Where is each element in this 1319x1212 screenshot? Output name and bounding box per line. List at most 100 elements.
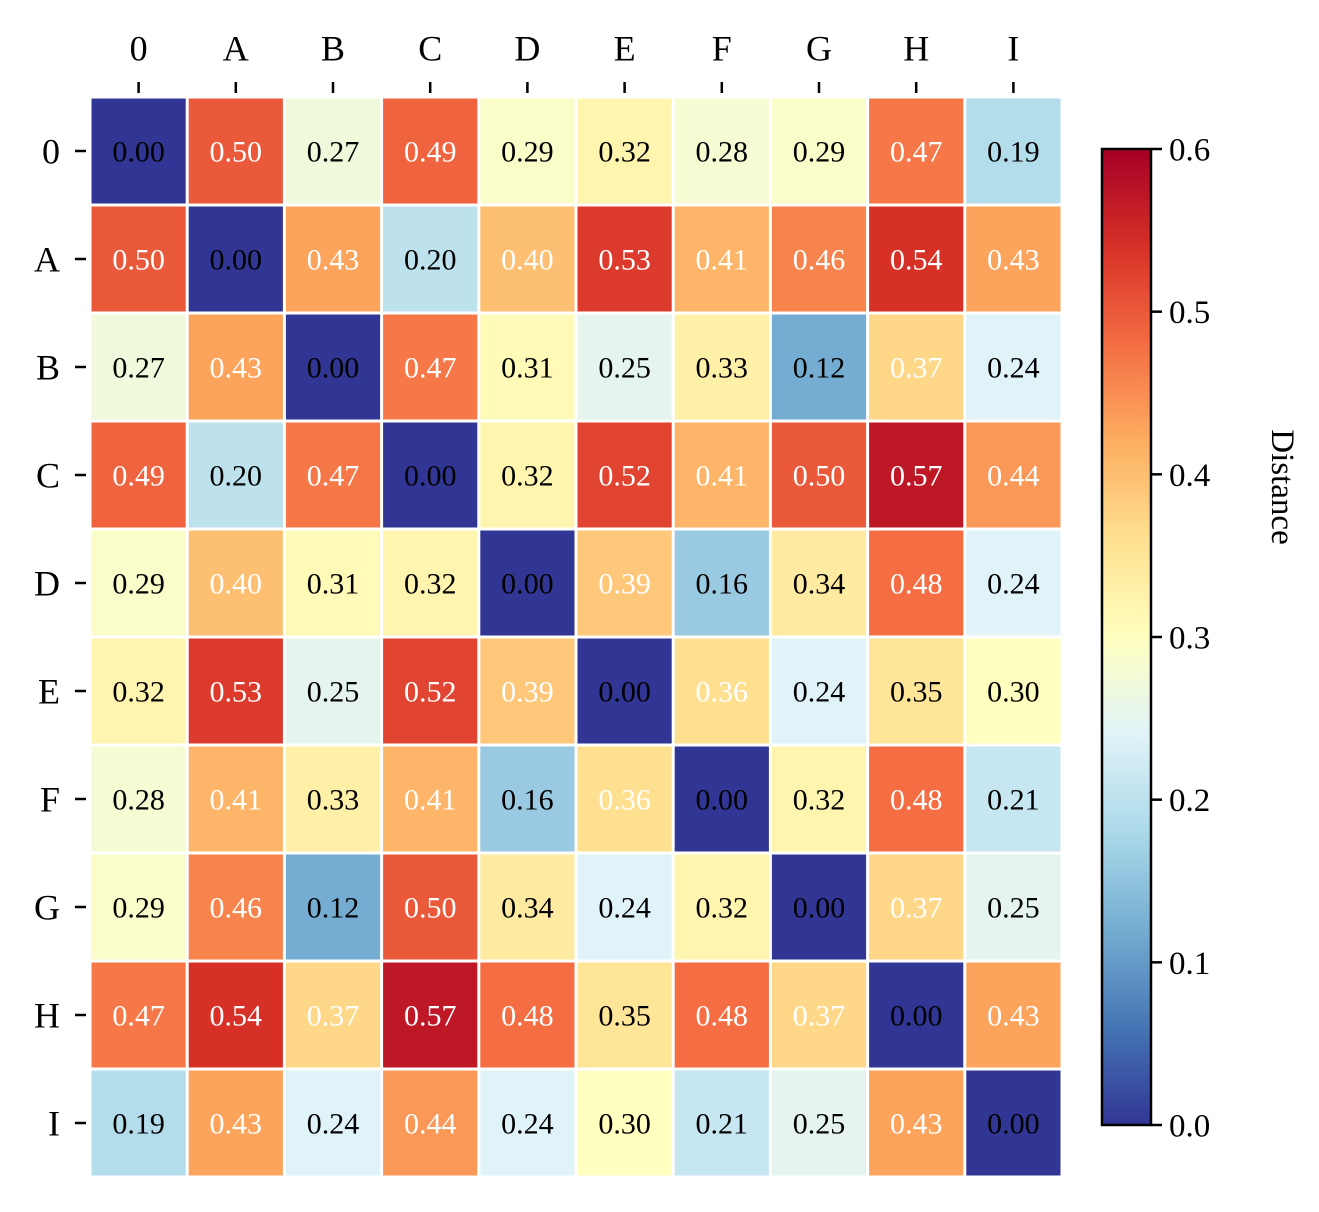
heatmap-cell	[869, 314, 964, 420]
x-tick-label: G	[806, 29, 832, 69]
heatmap-cell	[577, 638, 672, 744]
cell-value-label: 0.52	[404, 676, 457, 709]
cell-value-label: 0.00	[210, 244, 263, 277]
heatmap-cell	[480, 1070, 575, 1176]
cell-value-label: 0.32	[112, 676, 165, 709]
heatmap-cell	[480, 962, 575, 1068]
heatmap-cell	[91, 746, 186, 852]
heatmap-cell	[674, 638, 769, 744]
heatmap-cell	[771, 962, 867, 1068]
heatmap-cell	[383, 206, 478, 312]
cell-value-label: 0.50	[404, 892, 457, 925]
x-tick-label: A	[223, 29, 249, 69]
heatmap-cell	[674, 746, 769, 852]
heatmap-cell	[91, 962, 186, 1068]
colorbar-tick-label: 0.3	[1169, 621, 1210, 657]
cell-value-label: 0.29	[112, 568, 165, 601]
cell-value-label: 0.31	[501, 352, 554, 385]
heatmap-cell	[869, 854, 964, 960]
heatmap-cell	[480, 314, 575, 420]
cell-value-label: 0.37	[307, 1000, 360, 1033]
cell-value-label: 0.50	[793, 460, 846, 493]
heatmap-cell	[285, 314, 381, 420]
heatmap-cell	[91, 314, 186, 420]
heatmap-cell	[383, 638, 478, 744]
heatmap-cell	[869, 530, 964, 636]
heatmap-cell	[674, 422, 769, 528]
cell-value-label: 0.24	[987, 352, 1040, 385]
heatmap-cell	[577, 98, 672, 204]
colorbar-gradient-bar	[1100, 147, 1153, 1127]
heatmap-cell	[577, 206, 672, 312]
cell-value-label: 0.34	[793, 568, 846, 601]
heatmap-cell	[577, 422, 672, 528]
heatmap-cell	[188, 206, 283, 312]
heatmap-cell	[188, 530, 283, 636]
y-tick-label: A	[34, 240, 60, 280]
heatmap-cell	[383, 98, 478, 204]
cell-value-label: 0.20	[404, 244, 457, 277]
colorbar-tick-label: 0.2	[1169, 783, 1210, 819]
cell-value-label: 0.29	[112, 892, 165, 925]
cell-value-label: 0.48	[890, 568, 943, 601]
cell-value-label: 0.41	[696, 460, 749, 493]
cell-value-label: 0.25	[793, 1108, 846, 1141]
cell-value-label: 0.53	[210, 676, 263, 709]
heatmap-cell	[188, 638, 283, 744]
heatmap-cell	[285, 422, 381, 528]
cell-value-label: 0.30	[987, 676, 1040, 709]
x-tick-label: D	[514, 29, 540, 69]
x-tick-label: E	[614, 29, 636, 69]
cell-value-label: 0.40	[210, 568, 263, 601]
heatmap-cell	[480, 746, 575, 852]
cell-value-label: 0.43	[987, 244, 1040, 277]
cell-value-label: 0.46	[210, 892, 263, 925]
heatmap-cell	[188, 422, 283, 528]
heatmap-cell	[383, 746, 478, 852]
heatmap-cell	[771, 638, 867, 744]
heatmap-cell	[869, 1070, 964, 1176]
heatmap-cell	[771, 530, 867, 636]
cell-value-label: 0.47	[890, 136, 943, 169]
cell-value-label: 0.32	[598, 136, 651, 169]
cell-value-label: 0.00	[112, 136, 165, 169]
cell-value-label: 0.32	[696, 892, 749, 925]
heatmap-cell	[577, 854, 672, 960]
heatmap-cell	[188, 314, 283, 420]
cell-value-label: 0.30	[598, 1108, 651, 1141]
cell-value-label: 0.52	[598, 460, 651, 493]
cell-value-label: 0.39	[501, 676, 554, 709]
cell-value-label: 0.43	[307, 244, 360, 277]
cell-value-label: 0.16	[696, 568, 749, 601]
cell-value-label: 0.49	[112, 460, 165, 493]
cell-value-label: 0.28	[112, 784, 165, 817]
heatmap-cell	[674, 314, 769, 420]
heatmap-cell	[188, 746, 283, 852]
cell-value-label: 0.24	[598, 892, 651, 925]
x-tick-label: F	[712, 29, 732, 69]
cell-value-label: 0.16	[501, 784, 554, 817]
heatmap-cell	[91, 206, 186, 312]
cell-value-label: 0.33	[307, 784, 360, 817]
x-tick-label: C	[418, 29, 442, 69]
heatmap-cell	[285, 962, 381, 1068]
cell-value-label: 0.33	[696, 352, 749, 385]
heatmap-cell	[869, 638, 964, 744]
cell-value-label: 0.00	[987, 1108, 1040, 1141]
cell-value-label: 0.00	[501, 568, 554, 601]
heatmap-cell	[966, 962, 1061, 1068]
cell-value-label: 0.43	[210, 352, 263, 385]
colorbar-tick-label: 0.6	[1169, 133, 1210, 169]
heatmap-cell	[966, 422, 1061, 528]
heatmap-cell	[869, 746, 964, 852]
y-tick-label: 0	[42, 132, 60, 172]
heatmap-cell	[285, 746, 381, 852]
x-axis: 0 A B C D E F G H I	[130, 29, 1019, 93]
x-tick-label: H	[903, 29, 929, 69]
heatmap-cell	[577, 530, 672, 636]
cell-value-label: 0.32	[501, 460, 554, 493]
heatmap-cell	[966, 854, 1061, 960]
heatmap-cell	[966, 530, 1061, 636]
